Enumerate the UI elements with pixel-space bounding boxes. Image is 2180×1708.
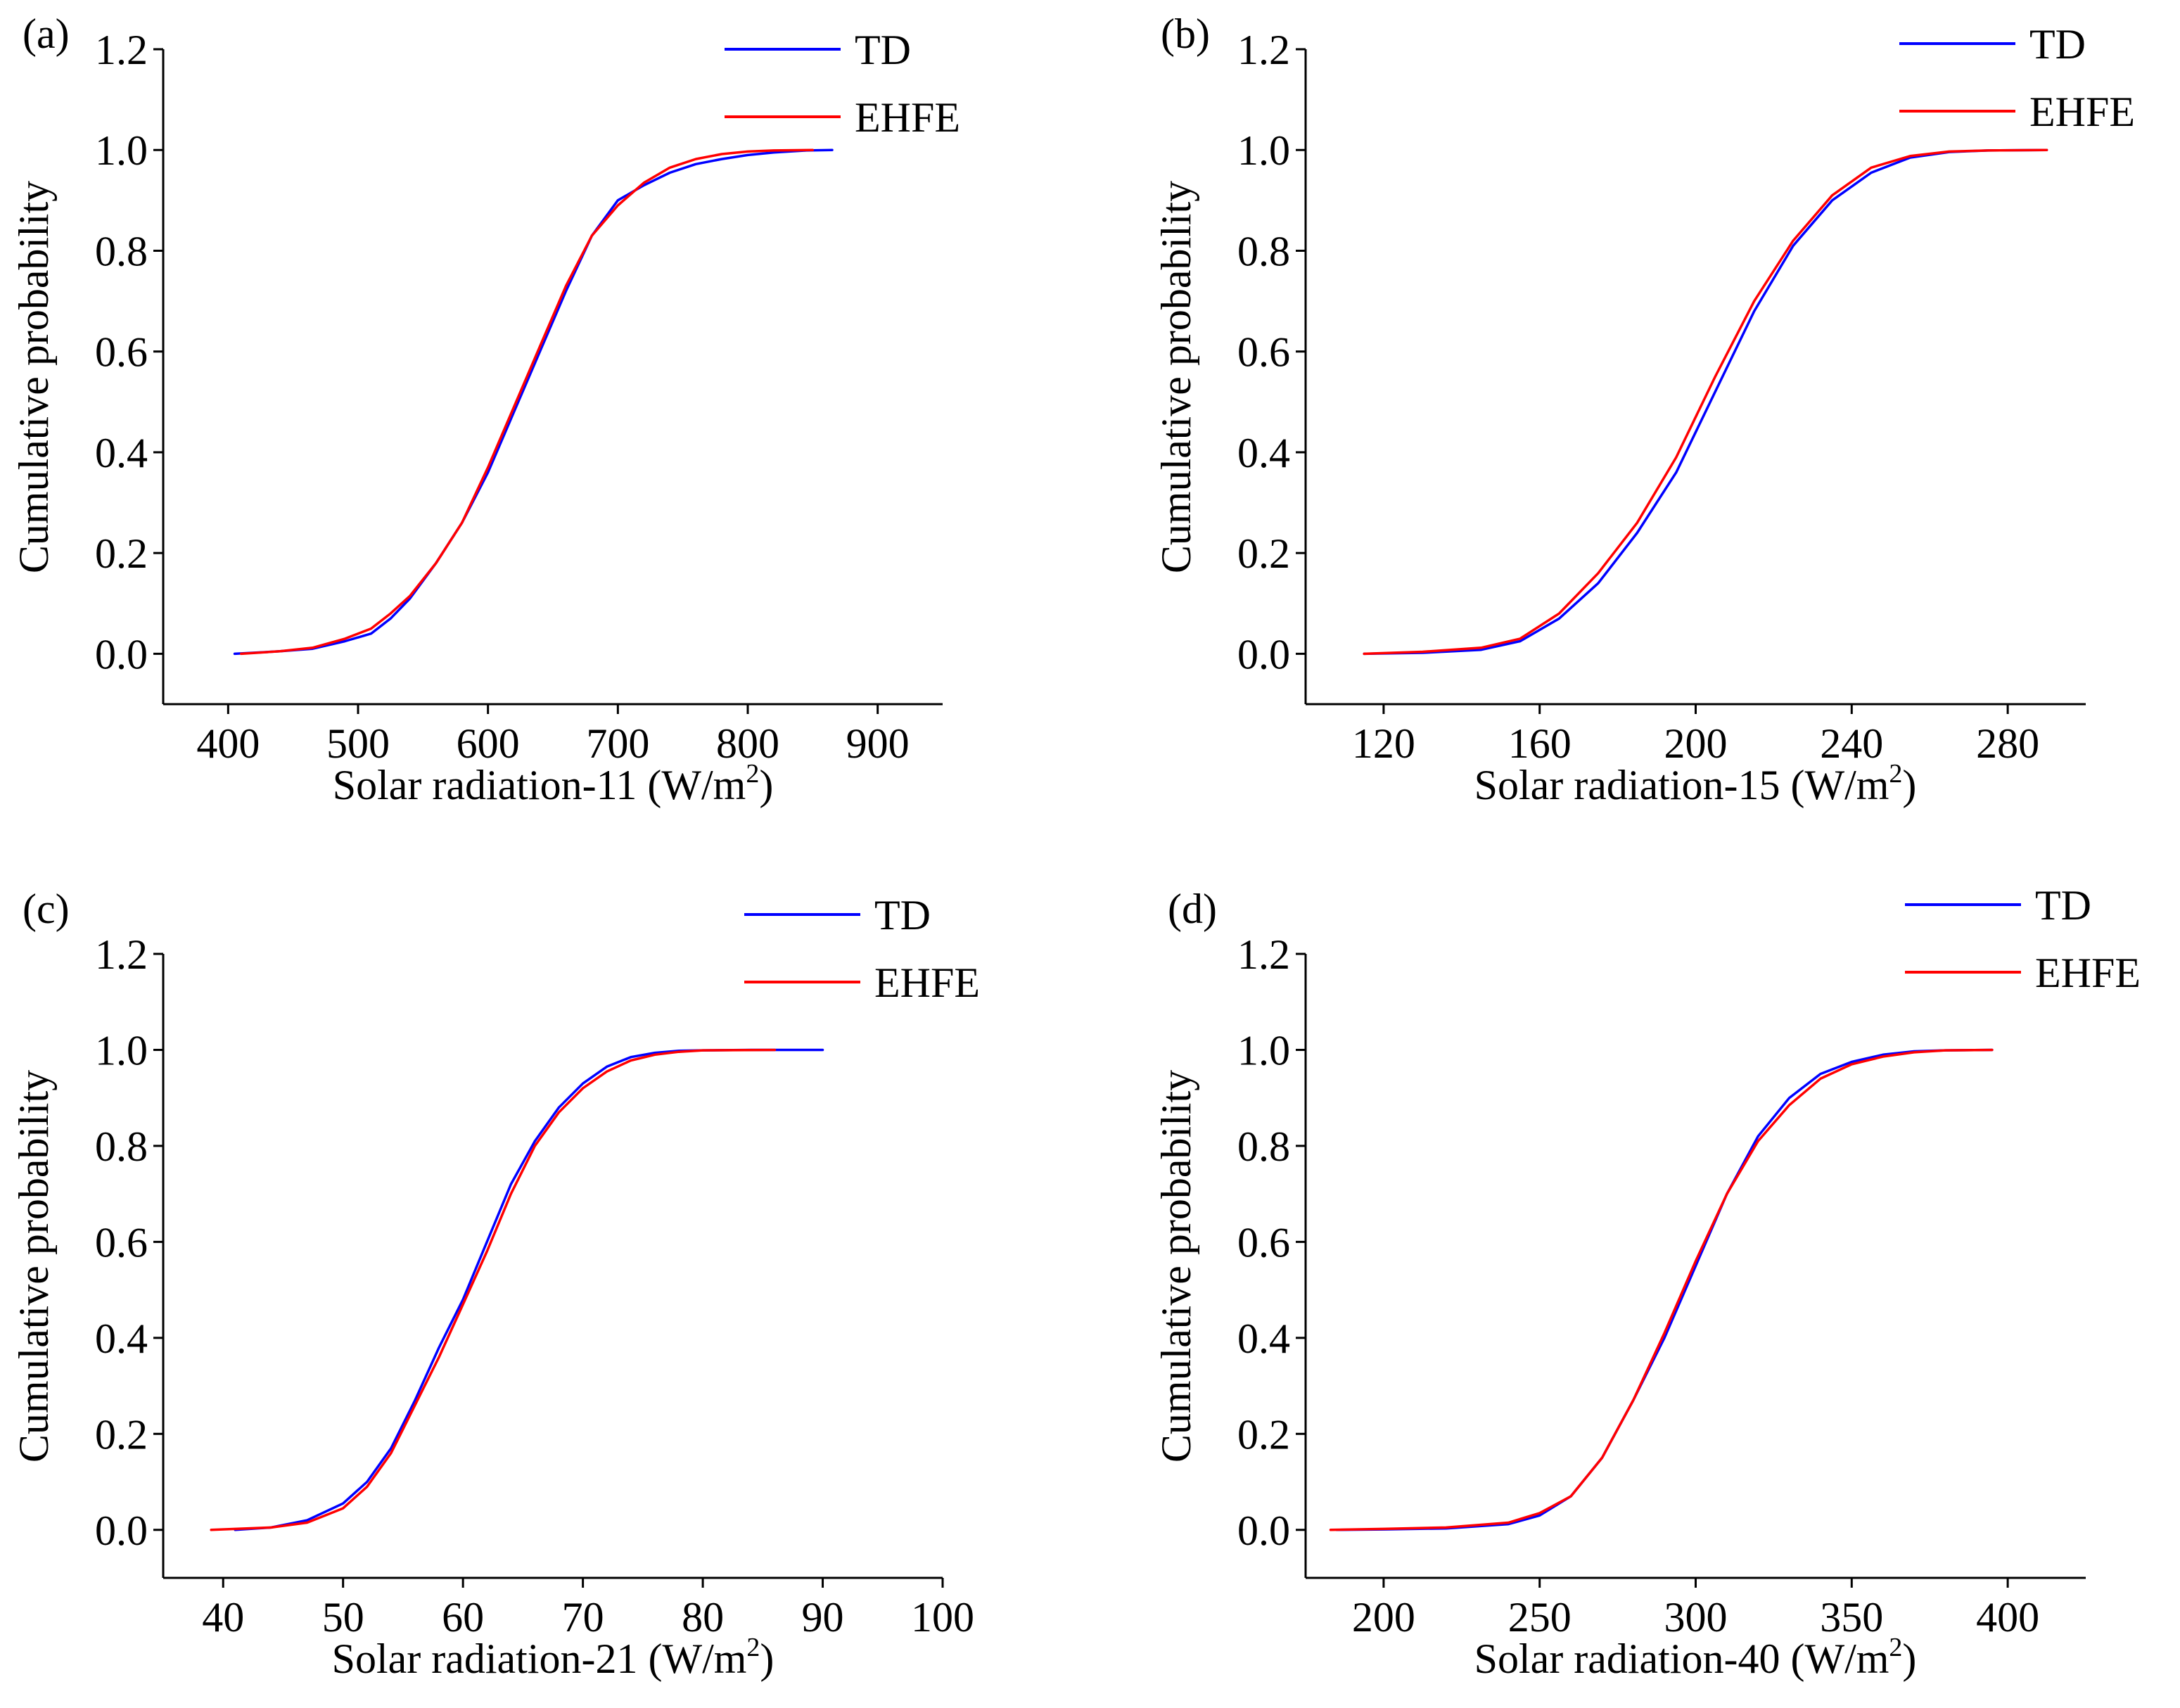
y-tick-label: 0.4 <box>1237 430 1290 476</box>
chart-panel-4: (d) 0.0 0.2 0.4 0.6 0.8 1.0 1.2 200 250 300 350 400 S… <box>1153 882 2141 1682</box>
y-axis-label: Cumulative probability <box>11 181 57 573</box>
x-tick-label: 60 <box>442 1594 484 1640</box>
chart-panel-2: (b) 0.0 0.2 0.4 0.6 0.8 1.0 1.2 120 160 200 240 280 S… <box>1153 11 2135 808</box>
legend-label-ehfe: EHFE <box>2029 89 2135 135</box>
x-tick-label: 900 <box>846 720 910 767</box>
chart-panel-1: (a) 0.0 0.2 0.4 0.6 0.8 1.0 1.2 400 500 600 700 800 9… <box>11 11 960 808</box>
y-tick-label: 0.2 <box>95 530 148 577</box>
y-axis-label: Cumulative probability <box>1153 181 1199 573</box>
x-tick-label: 500 <box>326 720 390 767</box>
x-tick-label: 100 <box>911 1594 974 1640</box>
x-tick-label: 300 <box>1664 1594 1728 1640</box>
x-axis-label: Solar radiation-15 (W/m2) <box>1474 759 1917 808</box>
legend-label-td: TD <box>2035 882 2091 929</box>
x-axis-label: Solar radiation-21 (W/m2) <box>332 1633 775 1682</box>
x-tick-label: 200 <box>1664 720 1728 767</box>
series-line-ehfe <box>210 1048 777 1531</box>
y-tick-label: 1.0 <box>95 1027 148 1073</box>
series-line-td <box>234 1048 824 1531</box>
y-tick-label: 1.2 <box>1237 931 1290 978</box>
x-tick-label: 120 <box>1352 720 1415 767</box>
y-tick-label: 1.0 <box>1237 1027 1290 1073</box>
panel-tag: (a) <box>23 11 70 57</box>
y-tick-label: 0.0 <box>1237 1508 1290 1554</box>
legend-label-ehfe: EHFE <box>874 960 980 1006</box>
y-tick-label: 0.8 <box>1237 1123 1290 1170</box>
series-line-ehfe <box>1363 148 2048 656</box>
x-tick-label: 350 <box>1820 1594 1883 1640</box>
legend-label-ehfe: EHFE <box>2035 950 2141 996</box>
series-line-ehfe <box>1329 1048 1994 1531</box>
panel-tag: (b) <box>1161 11 1210 57</box>
y-tick-label: 0.6 <box>1237 329 1290 376</box>
series-line-td <box>1335 1048 1994 1531</box>
legend-label-td: TD <box>2029 21 2086 68</box>
y-axis-label: Cumulative probability <box>11 1070 57 1462</box>
x-tick-label: 240 <box>1820 720 1883 767</box>
y-tick-label: 0.6 <box>95 1219 148 1266</box>
x-axis-label: Solar radiation-40 (W/m2) <box>1474 1633 1917 1682</box>
y-tick-label: 0.0 <box>1237 631 1290 677</box>
x-tick-label: 400 <box>1976 1594 2039 1640</box>
y-tick-label: 0.0 <box>95 631 148 677</box>
series-line-ehfe <box>240 148 815 656</box>
y-tick-label: 1.0 <box>1237 127 1290 174</box>
y-tick-label: 0.0 <box>95 1508 148 1554</box>
x-tick-label: 40 <box>202 1594 244 1640</box>
y-tick-label: 0.8 <box>1237 228 1290 274</box>
x-tick-label: 50 <box>322 1594 364 1640</box>
y-tick-label: 0.6 <box>95 329 148 376</box>
y-axis-label: Cumulative probability <box>1153 1070 1199 1462</box>
series-line-td <box>233 148 834 656</box>
y-tick-label: 0.4 <box>95 1315 148 1362</box>
x-tick-label: 70 <box>562 1594 604 1640</box>
y-tick-label: 0.8 <box>95 228 148 274</box>
panel-tag: (d) <box>1168 886 1217 932</box>
y-tick-label: 0.4 <box>95 430 148 476</box>
x-tick-label: 600 <box>457 720 520 767</box>
y-tick-label: 0.2 <box>95 1411 148 1458</box>
legend-label-td: TD <box>874 892 931 938</box>
y-tick-label: 1.2 <box>95 931 148 978</box>
x-tick-label: 80 <box>682 1594 724 1640</box>
y-tick-label: 0.2 <box>1237 1411 1290 1458</box>
legend-label-td: TD <box>855 27 911 73</box>
x-tick-label: 280 <box>1976 720 2039 767</box>
x-tick-label: 90 <box>802 1594 844 1640</box>
y-tick-label: 0.6 <box>1237 1219 1290 1266</box>
x-axis-label: Solar radiation-11 (W/m2) <box>333 759 774 808</box>
x-tick-label: 700 <box>586 720 649 767</box>
y-tick-label: 0.2 <box>1237 530 1290 577</box>
y-tick-label: 1.0 <box>95 127 148 174</box>
legend-label-ehfe: EHFE <box>855 94 960 141</box>
y-tick-label: 1.2 <box>1237 27 1290 73</box>
y-tick-label: 0.8 <box>95 1123 148 1170</box>
x-tick-label: 160 <box>1508 720 1572 767</box>
panel-tag: (c) <box>23 886 70 932</box>
chart-panel-3: (c) 0.0 0.2 0.4 0.6 0.8 1.0 1.2 40 50 60 70 80 90 100 S… <box>11 886 980 1682</box>
x-tick-label: 250 <box>1508 1594 1572 1640</box>
x-tick-label: 800 <box>716 720 779 767</box>
x-tick-label: 200 <box>1352 1594 1415 1640</box>
x-tick-label: 400 <box>196 720 260 767</box>
series-line-td <box>1363 148 2048 656</box>
y-tick-label: 1.2 <box>95 27 148 73</box>
y-tick-label: 0.4 <box>1237 1315 1290 1362</box>
